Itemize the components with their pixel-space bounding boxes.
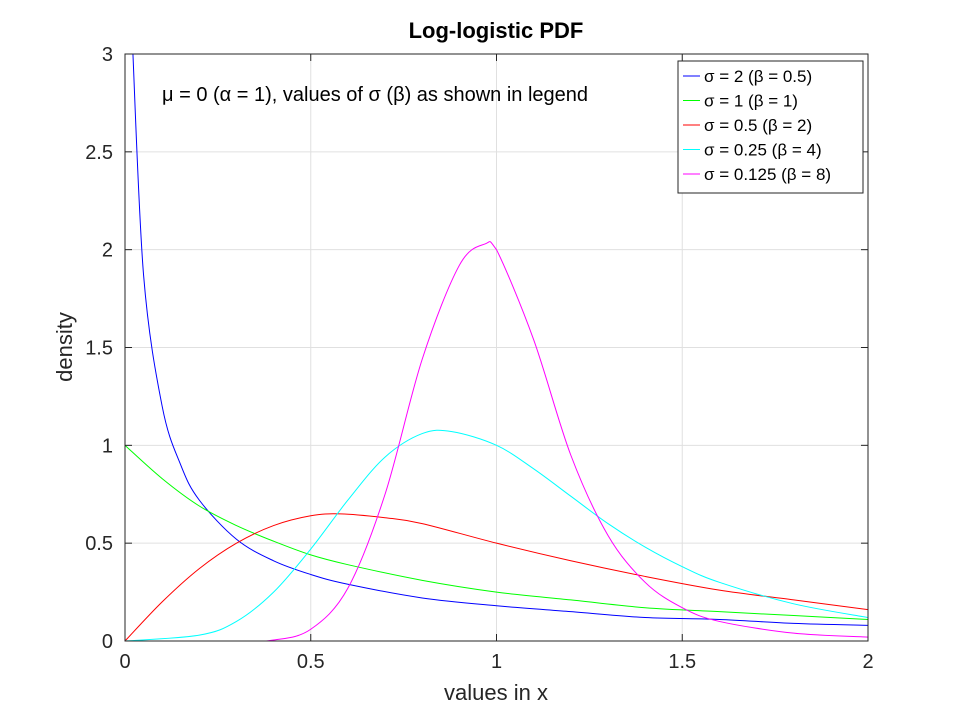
y-axis-title: density (52, 312, 77, 382)
series-line-4 (125, 429, 868, 641)
y-tick-label: 1 (102, 435, 113, 457)
chart-title: Log-logistic PDF (409, 18, 584, 43)
x-tick-label: 0.5 (297, 651, 325, 673)
legend-label-1: σ = 2 (β = 0.5) (704, 67, 812, 86)
y-tick-label: 2 (102, 240, 113, 262)
y-tick-label: 2.5 (85, 142, 113, 164)
legend-label-4: σ = 0.25 (β = 4) (704, 141, 822, 160)
y-tick-label: 0 (102, 631, 113, 653)
x-axis-title: values in x (444, 680, 548, 705)
y-tick-label: 3 (102, 44, 113, 66)
series-layer (125, 54, 868, 641)
legend-box (677, 60, 864, 194)
x-tick-label: 1 (491, 651, 502, 673)
legend: σ = 2 (β = 0.5) σ = 1 (β = 1) σ = 0.5 (β =… (677, 60, 864, 194)
x-tick-label: 2 (862, 651, 873, 673)
ticks: 0 0.5 1 1.5 2 0 0.5 1 1.5 2 2.5 3 (85, 44, 873, 673)
y-tick-label: 0.5 (85, 533, 113, 555)
legend-label-2: σ = 1 (β = 1) (704, 92, 798, 111)
series-line-2 (125, 444, 868, 620)
x-tick-label: 1.5 (668, 651, 696, 673)
chart-annotation: μ = 0 (α = 1), values of σ (β) as shown … (162, 84, 588, 106)
series-line-5 (125, 241, 868, 641)
series-line-1 (132, 54, 868, 626)
x-tick-label: 0 (119, 651, 130, 673)
y-tick-label: 1.5 (85, 338, 113, 360)
series-line-3 (125, 513, 868, 641)
legend-label-5: σ = 0.125 (β = 8) (704, 165, 831, 184)
legend-label-3: σ = 0.5 (β = 2) (704, 116, 812, 135)
